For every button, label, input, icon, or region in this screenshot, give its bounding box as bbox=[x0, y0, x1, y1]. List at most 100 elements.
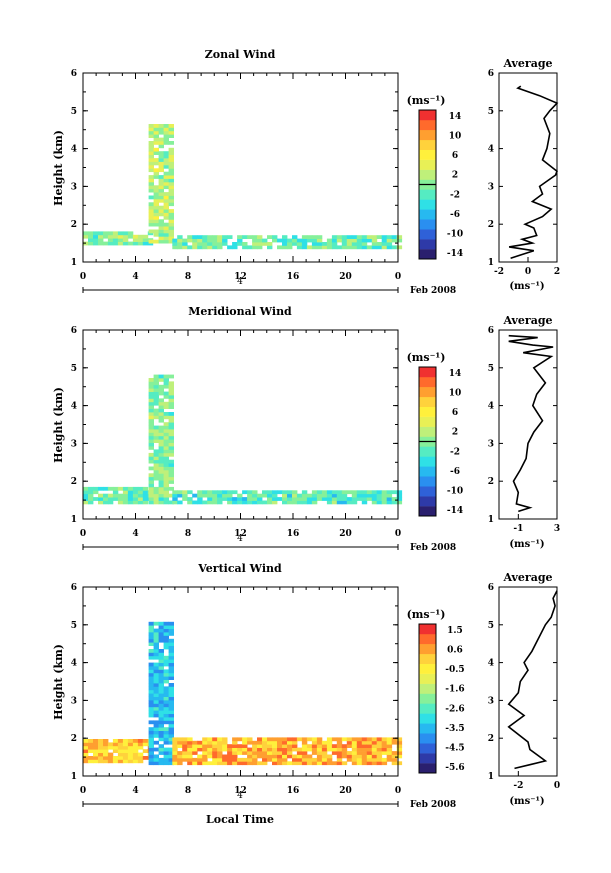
heatmap-cell bbox=[153, 693, 159, 697]
heatmap-cell bbox=[222, 754, 228, 759]
heatmap-cell bbox=[168, 195, 174, 200]
heatmap-cell bbox=[212, 737, 218, 742]
profile-line bbox=[507, 590, 558, 770]
heatmap-cell bbox=[158, 226, 164, 230]
heatmap-cell bbox=[351, 761, 358, 766]
heatmap-cell bbox=[316, 757, 323, 762]
heatmap-cell bbox=[103, 742, 109, 747]
heatmap-cell bbox=[217, 493, 223, 498]
heatmap-cell bbox=[346, 744, 353, 748]
heatmap-cell bbox=[153, 141, 159, 145]
heatmap-cell bbox=[366, 754, 373, 759]
heatmap-cell bbox=[148, 134, 154, 138]
heatmap-cell bbox=[336, 497, 343, 501]
heatmap-cell bbox=[262, 740, 268, 745]
heatmap-cell bbox=[331, 490, 338, 495]
heatmap-cell bbox=[163, 127, 169, 132]
heatmap-cell bbox=[168, 751, 174, 755]
heatmap-cell bbox=[163, 473, 169, 478]
heatmap-cell bbox=[158, 239, 164, 244]
colorbar-swatch bbox=[419, 476, 436, 487]
heatmap-cell bbox=[341, 500, 348, 505]
heatmap-cell bbox=[356, 235, 363, 239]
heatmap-cell bbox=[153, 761, 159, 766]
heatmap-cell bbox=[158, 144, 164, 149]
heatmap-cell bbox=[153, 703, 159, 708]
heatmap-cell bbox=[296, 497, 303, 501]
heatmap-cell bbox=[148, 683, 154, 687]
heatmap-cell bbox=[346, 242, 353, 246]
heatmap-cell bbox=[247, 757, 253, 762]
heatmap-cell bbox=[341, 493, 348, 498]
heatmap-cell bbox=[148, 124, 154, 128]
heatmap-cell bbox=[202, 737, 208, 742]
heatmap-cell bbox=[391, 757, 398, 762]
heatmap-cell bbox=[356, 245, 363, 250]
heatmap-cell bbox=[142, 493, 149, 498]
heatmap-cell bbox=[153, 130, 159, 135]
heatmap-cell bbox=[158, 158, 164, 162]
y-axis-label: Height (km) bbox=[52, 130, 65, 206]
colorbar-swatch bbox=[419, 406, 436, 417]
heatmap-cell bbox=[158, 388, 164, 392]
heatmap-cell bbox=[168, 659, 174, 663]
heatmap-cell bbox=[321, 497, 328, 501]
y-axis-label: Height (km) bbox=[52, 387, 65, 463]
profile-xlabel: (ms⁻¹) bbox=[509, 796, 544, 807]
heatmap-cell bbox=[148, 429, 154, 433]
heatmap-cell bbox=[168, 669, 174, 674]
heatmap-cell bbox=[192, 740, 198, 745]
heatmap-cell bbox=[168, 168, 174, 173]
heatmap-cell bbox=[341, 490, 348, 495]
heatmap-cell bbox=[346, 235, 353, 239]
heatmap-cell bbox=[396, 737, 403, 742]
heatmap-cell bbox=[361, 490, 368, 495]
heatmap-cell bbox=[386, 740, 393, 745]
heatmap-cell bbox=[247, 740, 253, 745]
heatmap-cell bbox=[232, 744, 238, 748]
heatmap-cell bbox=[217, 747, 223, 752]
heatmap-cell bbox=[148, 452, 154, 457]
profile-x-tick-label: 0 bbox=[525, 267, 531, 277]
heatmap-cell bbox=[168, 689, 174, 694]
heatmap-cell bbox=[386, 747, 393, 752]
y-tick-label: 4 bbox=[71, 659, 77, 669]
y-tick-label: 5 bbox=[71, 107, 77, 117]
heatmap-cell bbox=[267, 490, 273, 495]
heatmap-cell bbox=[182, 238, 188, 243]
heatmap-cell bbox=[282, 242, 288, 246]
heatmap-cell bbox=[326, 747, 333, 752]
colorbar-unit: (ms⁻¹) bbox=[407, 351, 446, 364]
heatmap-cell bbox=[187, 740, 193, 745]
heatmap-cell bbox=[296, 238, 303, 243]
profile-y-tick-label: 6 bbox=[488, 583, 494, 593]
heatmap-cell bbox=[158, 621, 164, 626]
heatmap-cell bbox=[376, 757, 383, 762]
heatmap-cell bbox=[158, 632, 164, 636]
heatmap-cell bbox=[311, 747, 318, 752]
heatmap-cell bbox=[132, 749, 139, 753]
heatmap-cell bbox=[163, 490, 169, 495]
heatmap-cell bbox=[107, 500, 114, 505]
heatmap-cell bbox=[168, 696, 174, 701]
heatmap-cell bbox=[168, 188, 174, 193]
heatmap-cell bbox=[257, 235, 263, 239]
heatmap-cell bbox=[386, 497, 393, 501]
heatmap-cell bbox=[331, 497, 338, 501]
heatmap-cell bbox=[107, 497, 114, 501]
heatmap-cell bbox=[287, 493, 293, 498]
y-tick-label: 5 bbox=[71, 364, 77, 374]
heatmap-cell bbox=[163, 384, 169, 389]
heatmap-cell bbox=[168, 632, 174, 636]
heatmap-cell bbox=[207, 490, 213, 495]
heatmap-cell bbox=[272, 754, 278, 759]
heatmap-cell bbox=[137, 500, 144, 505]
heatmap-cell bbox=[386, 744, 393, 748]
heatmap-cell bbox=[341, 245, 348, 250]
heatmap-cell bbox=[163, 751, 169, 755]
heatmap-cell bbox=[168, 222, 174, 227]
heatmap-cell bbox=[232, 737, 238, 742]
colorbar-swatch bbox=[419, 110, 436, 121]
heatmap-cell bbox=[168, 405, 174, 409]
